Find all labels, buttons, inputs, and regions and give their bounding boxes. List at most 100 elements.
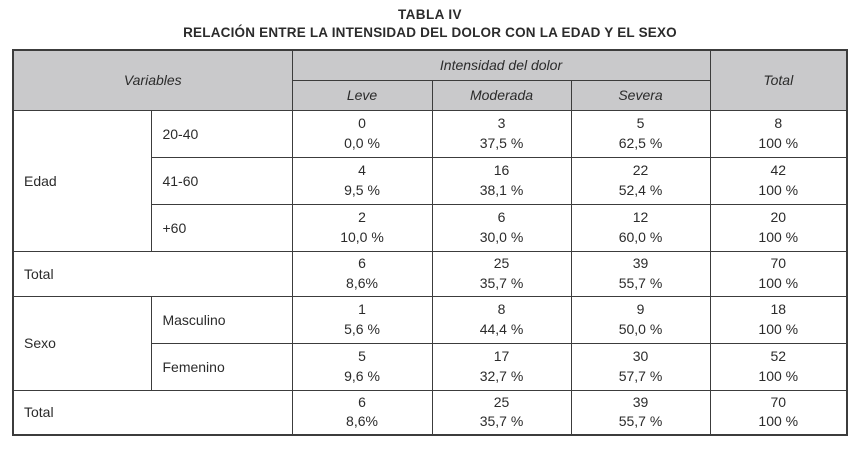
percent-value: 60,0 % — [618, 228, 663, 245]
count-value: 4 — [358, 161, 366, 178]
table-row-edad-60plus: +60 2 10,0 % 6 30,0 % 12 60,0 % 20 100 % — [13, 203, 848, 252]
header-row-2: Leve Moderada Severa — [13, 79, 847, 111]
percent-value: 35,7 % — [479, 274, 524, 291]
count-value: 16 — [493, 161, 510, 178]
table-row-edad-total: Total 6 8,6% 25 35,7 % 39 55,7 % 70 100 … — [12, 250, 848, 297]
count-value: 9 — [636, 300, 645, 317]
percent-value: 44,4 % — [479, 320, 524, 337]
header-row-1: Variables Intensidad del dolor Total — [12, 49, 848, 111]
percent-value: 8,6% — [346, 413, 378, 430]
table-row-edad-41-60: 41-60 4 9,5 % 16 38,1 % 22 52,4 % 42 100… — [13, 156, 848, 205]
count-value: 42 — [770, 161, 787, 178]
header-intensity-group: Intensidad del dolor — [291, 49, 711, 81]
count-value: 70 — [770, 254, 787, 271]
percent-value: 100 % — [758, 367, 799, 384]
percent-value: 35,7 % — [479, 413, 524, 430]
count-value: 70 — [770, 393, 787, 410]
cell-severa: 9 50,0 % — [570, 295, 711, 344]
cell-severa: 39 55,7 % — [570, 389, 711, 436]
header-leve: Leve — [291, 79, 433, 111]
percent-value: 30,0 % — [479, 228, 524, 245]
count-value: 20 — [770, 208, 787, 225]
count-value: 8 — [774, 114, 783, 131]
cell-total: 42 100 % — [709, 156, 848, 205]
percent-value: 9,5 % — [344, 181, 380, 198]
percent-value: 52,4 % — [618, 181, 663, 198]
row-category: Femenino — [151, 342, 293, 391]
table-subtitle: RELACIÓN ENTRE LA INTENSIDAD DEL DOLOR C… — [183, 25, 677, 40]
cell-leve: 0 0,0 % — [291, 109, 433, 158]
cell-moderada: 6 30,0 % — [431, 203, 572, 252]
row-group-edad: Edad — [12, 109, 153, 252]
cell-severa: 39 55,7 % — [570, 250, 711, 297]
percent-value: 0,0 % — [344, 134, 380, 151]
percent-value: 100 % — [758, 228, 799, 245]
percent-value: 62,5 % — [618, 134, 663, 151]
percent-value: 55,7 % — [618, 413, 663, 430]
count-value: 39 — [632, 254, 649, 271]
header-total-column: Total — [709, 49, 848, 111]
count-value: 5 — [636, 114, 645, 131]
percent-value: 8,6% — [346, 274, 378, 291]
cell-moderada: 3 37,5 % — [431, 109, 572, 158]
count-value: 30 — [632, 347, 649, 364]
percent-value: 100 % — [758, 274, 799, 291]
cell-leve: 6 8,6% — [291, 250, 433, 297]
cell-severa: 5 62,5 % — [570, 109, 711, 158]
data-table: Variables Intensidad del dolor Total Lev… — [11, 49, 849, 436]
cell-leve: 1 5,6 % — [291, 295, 433, 344]
cell-moderada: 8 44,4 % — [431, 295, 572, 344]
header-variables: Variables — [12, 49, 293, 111]
count-value: 3 — [497, 114, 506, 131]
count-value: 8 — [497, 300, 506, 317]
percent-value: 50,0 % — [618, 320, 663, 337]
percent-value: 100 % — [758, 413, 799, 430]
percent-value: 10,0 % — [340, 228, 384, 245]
row-category: 20-40 — [151, 109, 293, 158]
cell-moderada: 17 32,7 % — [431, 342, 572, 391]
count-value: 5 — [358, 347, 366, 364]
table-row-edad-20-40: Edad 20-40 0 0,0 % 3 37,5 % 5 62,5 % 8 1… — [12, 109, 848, 252]
cell-total: 52 100 % — [709, 342, 848, 391]
table-row-sexo-masculino: Sexo Masculino 1 5,6 % 8 44,4 % 9 50,0 %… — [12, 295, 848, 391]
count-value: 0 — [358, 114, 366, 131]
percent-value: 100 % — [758, 134, 799, 151]
percent-value: 55,7 % — [618, 274, 663, 291]
table-title: TABLA IV — [398, 7, 462, 22]
cell-moderada: 16 38,1 % — [431, 156, 572, 205]
total-label: Total — [12, 389, 293, 436]
percent-value: 38,1 % — [479, 181, 524, 198]
count-value: 25 — [493, 254, 510, 271]
header-severa: Severa — [570, 79, 711, 111]
percent-value: 57,7 % — [618, 367, 663, 384]
count-value: 12 — [632, 208, 649, 225]
cell-leve: 4 9,5 % — [291, 156, 433, 205]
count-value: 2 — [358, 208, 366, 225]
percent-value: 32,7 % — [479, 367, 524, 384]
count-value: 25 — [493, 393, 510, 410]
cell-severa: 30 57,7 % — [570, 342, 711, 391]
count-value: 6 — [497, 208, 506, 225]
count-value: 17 — [493, 347, 510, 364]
count-value: 22 — [632, 161, 649, 178]
percent-value: 37,5 % — [479, 134, 524, 151]
percent-value: 100 % — [758, 181, 799, 198]
percent-value: 100 % — [758, 320, 799, 337]
count-value: 18 — [770, 300, 787, 317]
row-category: Masculino — [151, 295, 293, 344]
count-value: 39 — [632, 393, 649, 410]
row-group-sexo: Sexo — [12, 295, 153, 391]
row-category: 41-60 — [151, 156, 293, 205]
title-block: TABLA IV RELACIÓN ENTRE LA INTENSIDAD DE… — [0, 7, 860, 40]
cell-leve: 6 8,6% — [291, 389, 433, 436]
cell-leve: 2 10,0 % — [291, 203, 433, 252]
cell-moderada: 25 35,7 % — [431, 389, 572, 436]
cell-total: 70 100 % — [709, 389, 848, 436]
cell-total: 70 100 % — [709, 250, 848, 297]
percent-value: 5,6 % — [344, 320, 380, 337]
cell-moderada: 25 35,7 % — [431, 250, 572, 297]
cell-total: 8 100 % — [709, 109, 848, 158]
cell-total: 18 100 % — [709, 295, 848, 344]
count-value: 6 — [358, 254, 366, 271]
